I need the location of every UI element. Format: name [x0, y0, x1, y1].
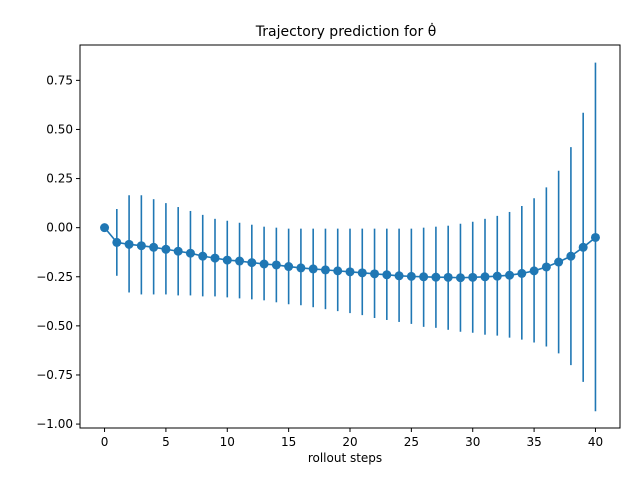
- plot-area: [100, 62, 600, 412]
- data-point: [455, 273, 465, 283]
- x-tick-label: 25: [404, 435, 419, 449]
- data-point: [541, 262, 551, 272]
- y-tick-label: −0.50: [36, 319, 73, 333]
- data-point: [554, 257, 564, 267]
- x-tick-label: 20: [342, 435, 357, 449]
- chart-title: Trajectory prediction for θ̇: [255, 22, 437, 40]
- y-tick-label: −0.25: [36, 270, 73, 284]
- x-tick-label: 40: [588, 435, 603, 449]
- data-point: [259, 259, 269, 269]
- x-tick-label: 0: [101, 435, 109, 449]
- data-point: [333, 266, 343, 276]
- data-point: [124, 239, 134, 249]
- data-point: [345, 267, 355, 277]
- data-point: [566, 251, 576, 261]
- data-point: [284, 262, 294, 272]
- data-point: [149, 242, 159, 252]
- data-point: [505, 270, 515, 280]
- data-point: [185, 248, 195, 258]
- data-point: [320, 265, 330, 275]
- data-point: [210, 253, 220, 263]
- data-point: [296, 263, 306, 273]
- data-point: [357, 268, 367, 278]
- x-tick-label: 10: [220, 435, 235, 449]
- y-tick-label: 0.25: [46, 172, 73, 186]
- y-tick-label: 0.75: [46, 73, 73, 87]
- data-point: [468, 272, 478, 282]
- y-axis: −1.00 −0.75 −0.50 −0.25 0.00 0.25 0.50 0.75: [36, 73, 80, 431]
- data-point: [370, 269, 380, 279]
- data-point: [590, 232, 600, 242]
- y-tick-label: 0.00: [46, 221, 73, 235]
- data-point: [480, 272, 490, 282]
- x-axis-label: rollout steps: [308, 451, 382, 465]
- data-point: [222, 255, 232, 265]
- data-point: [271, 260, 281, 270]
- data-point: [308, 264, 318, 274]
- data-point: [173, 246, 183, 256]
- x-axis: 0 5 10 15 20 25 30 35 40: [101, 428, 603, 449]
- y-tick-label: 0.50: [46, 122, 73, 136]
- data-point: [247, 258, 257, 268]
- data-point: [382, 270, 392, 280]
- data-point: [517, 268, 527, 278]
- x-tick-label: 35: [526, 435, 541, 449]
- data-point: [394, 271, 404, 281]
- y-tick-label: −1.00: [36, 417, 73, 431]
- data-point: [198, 251, 208, 261]
- x-tick-label: 15: [281, 435, 296, 449]
- data-point: [529, 266, 539, 276]
- y-tick-label: −0.75: [36, 368, 73, 382]
- data-point: [136, 241, 146, 251]
- data-point: [235, 256, 245, 266]
- data-point: [419, 272, 429, 282]
- data-point: [431, 272, 441, 282]
- data-point: [443, 272, 453, 282]
- x-tick-label: 5: [162, 435, 170, 449]
- data-point: [161, 244, 171, 254]
- data-point: [492, 271, 502, 281]
- data-point: [112, 237, 122, 247]
- data-point: [578, 242, 588, 252]
- data-point: [406, 271, 416, 281]
- data-point: [100, 223, 110, 233]
- x-tick-label: 30: [465, 435, 480, 449]
